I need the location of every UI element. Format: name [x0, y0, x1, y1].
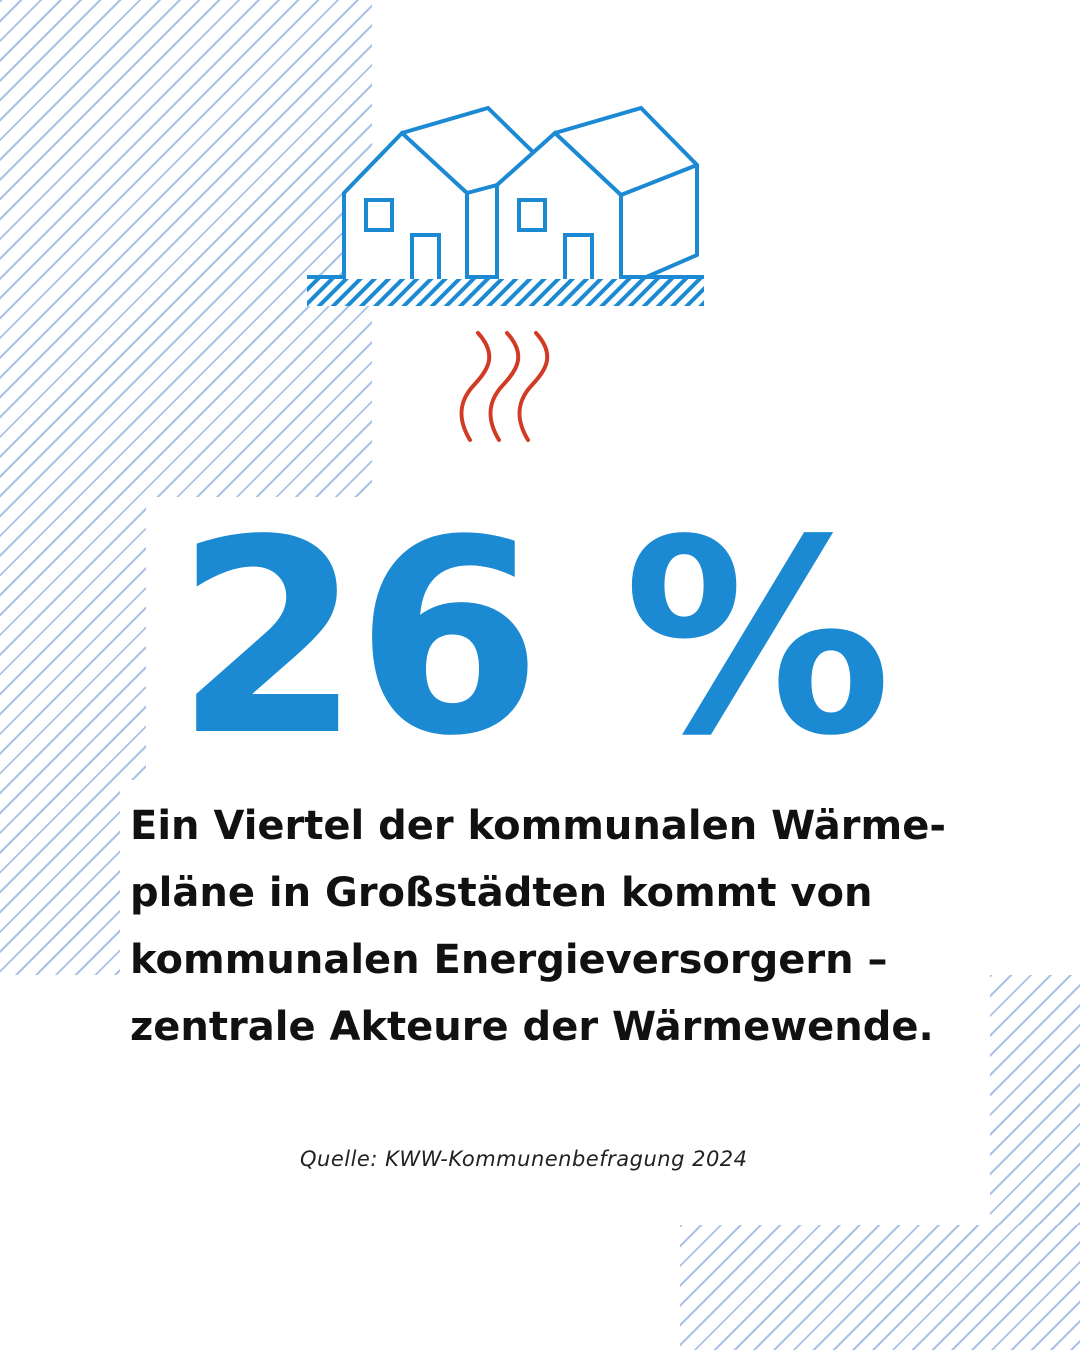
statistic-value: 26 % — [175, 483, 892, 795]
houses-icon — [307, 105, 704, 306]
content-panel-middle — [120, 780, 990, 860]
hatch-pattern-right-top — [990, 975, 1080, 1225]
headline: Ein Viertel der kommunalen Wärme- pläne … — [130, 793, 960, 1061]
heat-waves-icon — [459, 331, 550, 442]
source-note: Quelle: KWW-Kommunenbefragung 2024 — [300, 1147, 748, 1171]
headline-line-3: kommunalen Energieversorgern – — [130, 937, 888, 983]
hatch-pattern-right-bottom — [680, 1225, 1080, 1350]
headline-line-1: Ein Viertel der kommunalen Wärme- — [130, 803, 946, 849]
content-panel-bottom — [120, 860, 990, 1225]
headline-line-4: zentrale Akteure der Wärmewende. — [130, 1004, 934, 1050]
content-panel-top — [146, 497, 1080, 780]
headline-line-2: pläne in Großstädten kommt von — [130, 870, 873, 916]
